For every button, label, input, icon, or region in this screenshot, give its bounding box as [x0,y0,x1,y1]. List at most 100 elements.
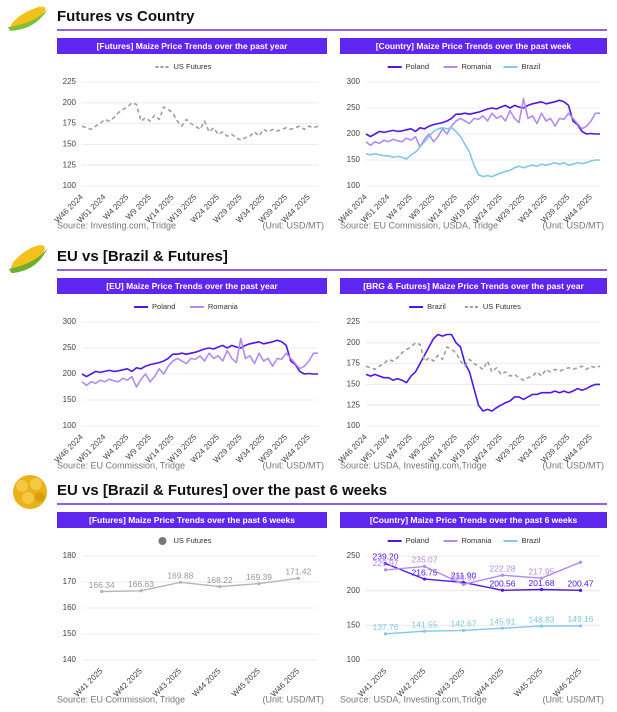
series-line [365,99,600,138]
y-tick-label: 150 [347,155,361,164]
series-line [365,97,600,148]
unit: (Unit: USD/MT) [543,220,605,230]
legend-label: US Futures [174,62,212,71]
chart-title: [Futures] Maize Price Trends over the pa… [89,515,295,525]
value-label: 211.90 [451,571,477,581]
unit: (Unit: USD/MT) [263,460,325,470]
series-line [365,342,601,381]
point [500,573,505,577]
point [383,561,388,566]
point [539,624,544,628]
value-label: 222.28 [490,563,516,573]
section-title: EU vs [Brazil & Futures] over the past 6… [57,482,387,499]
series-line [365,333,600,412]
y-tick-label: 100 [63,421,77,430]
value-label: 169.39 [246,572,272,582]
point [578,588,583,592]
source: Source: EU Commission, Tridge [57,460,185,470]
corn-icon [8,245,48,274]
point [539,587,544,592]
y-tick-label: 225 [63,77,77,86]
value-label: 137.76 [373,622,399,632]
value-label: 142.67 [451,619,477,629]
chart-title-bar [340,38,607,54]
legend-label: Brazil [522,536,541,545]
corn-icon [7,6,49,31]
y-tick-label: 100 [347,421,361,430]
value-label: 141.55 [412,619,438,629]
point [500,626,505,630]
source: Source: Investing.com, Tridge [57,220,176,230]
value-label: 149.16 [568,614,594,624]
point [383,632,388,636]
unit: (Unit: USD/MT) [263,694,325,704]
series-line [81,339,318,378]
unit: (Unit: USD/MT) [543,460,605,470]
y-tick-label: 140 [63,655,77,664]
y-tick-label: 200 [347,586,361,595]
chart-title-bar [340,512,607,528]
y-tick-label: 250 [347,551,361,560]
legend-label: Romania [208,302,239,311]
legend-label: Romania [461,536,492,545]
value-label: 235.07 [412,555,438,565]
series-line [385,562,581,591]
y-tick-label: 175 [347,359,361,368]
unit: (Unit: USD/MT) [543,694,605,704]
y-tick-label: 200 [347,129,361,138]
x-tick-label: W44 2025 [190,666,223,699]
legend-label: Brazil [522,62,541,71]
y-tick-label: 150 [63,629,77,638]
y-tick-label: 225 [347,317,361,326]
point [296,576,300,580]
y-tick-label: 125 [63,160,77,169]
legend-label: Poland [406,62,429,71]
y-tick-label: 200 [63,369,77,378]
y-tick-label: 300 [347,77,361,86]
y-tick-label: 180 [63,551,77,560]
value-label: 166.34 [89,580,115,590]
point [422,629,427,633]
y-tick-label: 175 [63,119,77,128]
point [139,589,143,593]
chart-title-bar [57,38,327,54]
point [178,580,182,584]
value-label: 200.56 [490,579,516,589]
y-tick-label: 250 [63,343,77,352]
y-tick-label: 100 [347,655,361,664]
legend-label: US Futures [483,302,521,311]
value-label: 148.83 [529,614,555,624]
section-title: Futures vs Country [57,8,195,25]
value-label: 200.47 [568,579,594,589]
y-tick-label: 300 [63,317,77,326]
y-tick-label: 170 [63,577,77,586]
chart-title-bar [340,278,607,294]
unit: (Unit: USD/MT) [263,220,325,230]
source: Source: USDA, Investing.com,Tridge [340,694,487,704]
chart-title: [Futures] Maize Price Trends over the pa… [97,41,289,51]
value-label: 208.97 [451,573,477,583]
y-tick-label: 100 [63,181,77,190]
series-line [101,577,299,593]
y-tick-label: 125 [347,400,361,409]
point [461,628,466,633]
y-tick-label: 150 [347,620,361,629]
y-tick-label: 200 [347,338,361,347]
section-title: EU vs [Brazil & Futures] [57,248,228,265]
chart-title: [EU] Maize Price Trends over the past ye… [106,281,278,291]
value-label: 145.91 [490,616,516,626]
point [257,581,261,586]
value-label: 217.95 [529,566,555,576]
series-line [385,625,581,635]
value-label: 239.20 [373,552,399,562]
y-tick-label: 150 [347,380,361,389]
y-tick-label: 250 [347,103,361,112]
point [461,582,466,587]
point [422,564,427,568]
value-label: 201.68 [529,578,555,588]
point [578,560,583,564]
point [422,577,427,581]
y-tick-label: 160 [63,603,77,612]
value-label: 169.88 [167,571,193,581]
